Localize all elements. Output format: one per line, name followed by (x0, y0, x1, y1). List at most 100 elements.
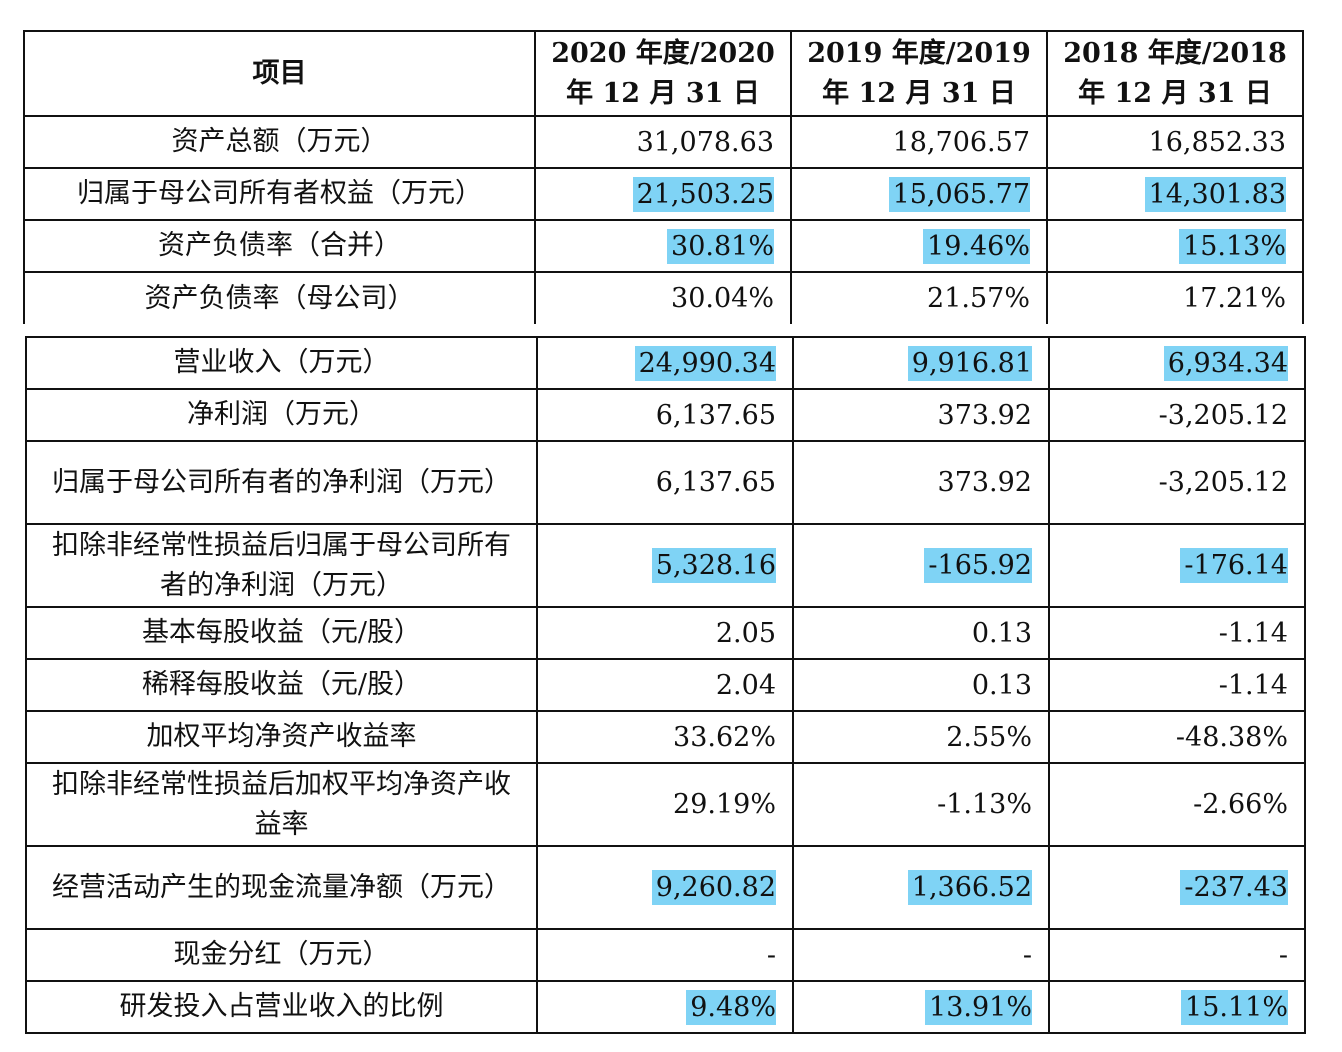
row-value: 19.46% (790, 219, 1048, 273)
table-row: 稀释每股收益（元/股） 2.04 0.13 -1.14 (25, 658, 1306, 712)
value-text: 373.92 (937, 399, 1032, 431)
table-row: 归属于母公司所有者的净利润（万元） 6,137.65 373.92 -3,205.12 (25, 440, 1306, 525)
row-value: 9,916.81 (792, 336, 1050, 390)
value-text: 29.19% (673, 789, 776, 820)
row-value: 373.92 (792, 440, 1050, 525)
row-value: 9,260.82 (536, 845, 794, 930)
row-label: 加权平均净资产收益率 (25, 710, 538, 764)
row-label: 研发投入占营业收入的比例 (25, 980, 538, 1034)
row-label: 现金分红（万元） (25, 928, 538, 982)
row-label: 资产负债率（母公司） (23, 271, 536, 324)
value-text: 2.05 (715, 617, 776, 649)
row-label: 资产总额（万元） (23, 115, 536, 169)
table-row: 资产负债率（合并） 30.81% 19.46% 15.13% (23, 219, 1304, 273)
row-label: 扣除非经常性损益后加权平均净资产收益率 (25, 762, 538, 847)
table-row: 研发投入占营业收入的比例 9.48% 13.91% 15.11% (25, 980, 1306, 1034)
value-text: 9.48% (686, 989, 776, 1025)
value-text: -165.92 (924, 548, 1032, 583)
value-text: - (766, 939, 776, 971)
row-label: 扣除非经常性损益后归属于母公司所有者的净利润（万元） (25, 523, 538, 608)
header-2018: 2018 年度/2018 年 12 月 31 日 (1046, 30, 1304, 117)
row-value: 14,301.83 (1046, 167, 1304, 221)
row-value: -165.92 (792, 523, 1050, 608)
row-value: 21.57% (790, 271, 1048, 324)
value-text: 6,137.65 (655, 467, 776, 498)
table-row: 加权平均净资产收益率 33.62% 2.55% -48.38% (25, 710, 1306, 764)
value-text: 19.46% (923, 228, 1030, 264)
row-value: 2.05 (536, 606, 794, 660)
table-row: 经营活动产生的现金流量净额（万元） 9,260.82 1,366.52 -237.43 (25, 845, 1306, 930)
row-value: 24,990.34 (536, 336, 794, 390)
value-text: 1,366.52 (907, 870, 1032, 905)
table-row: 归属于母公司所有者权益（万元） 21,503.25 15,065.77 14,301.… (23, 167, 1304, 221)
row-value: - (536, 928, 794, 982)
value-text: 31,078.63 (636, 126, 774, 158)
row-value: 13.91% (792, 980, 1050, 1034)
value-text: 0.13 (971, 669, 1032, 701)
row-label: 资产负债率（合并） (23, 219, 536, 273)
table-row: 扣除非经常性损益后归属于母公司所有者的净利润（万元） 5,328.16 -165.9… (25, 523, 1306, 608)
value-text: 0.13 (971, 617, 1032, 649)
value-text: 14,301.83 (1144, 176, 1286, 212)
row-value: 0.13 (792, 606, 1050, 660)
row-value: 2.55% (792, 710, 1050, 764)
value-text: -3,205.12 (1158, 399, 1288, 431)
row-value: 21,503.25 (534, 167, 792, 221)
row-value: 15.11% (1048, 980, 1306, 1034)
value-text: -3,205.12 (1158, 467, 1288, 498)
row-value: -3,205.12 (1048, 388, 1306, 442)
value-text: 24,990.34 (634, 345, 776, 381)
value-text: 6,137.65 (655, 399, 776, 431)
row-value: 0.13 (792, 658, 1050, 712)
value-text: -48.38% (1175, 721, 1288, 753)
row-value: -1.14 (1048, 606, 1306, 660)
table-row: 资产负债率（母公司） 30.04% 21.57% 17.21% (23, 271, 1304, 324)
row-label: 稀释每股收益（元/股） (25, 658, 538, 712)
row-value: 18,706.57 (790, 115, 1048, 169)
financial-table-balance: 项目 2020 年度/2020 年 12 月 31 日 2019 年度/2019… (23, 30, 1304, 324)
row-value: 2.04 (536, 658, 794, 712)
row-label: 净利润（万元） (25, 388, 538, 442)
value-text: 30.81% (667, 228, 774, 264)
value-text: 15.11% (1181, 989, 1288, 1025)
row-value: -48.38% (1048, 710, 1306, 764)
row-value: 6,137.65 (536, 440, 794, 525)
row-value: 17.21% (1046, 271, 1304, 324)
row-value: - (1048, 928, 1306, 982)
value-text: 13.91% (925, 989, 1032, 1025)
row-value: - (792, 928, 1050, 982)
row-value: -1.14 (1048, 658, 1306, 712)
value-text: 373.92 (937, 467, 1032, 498)
table-row: 资产总额（万元） 31,078.63 18,706.57 16,852.33 (23, 115, 1304, 169)
row-value: 33.62% (536, 710, 794, 764)
table-row: 基本每股收益（元/股） 2.05 0.13 -1.14 (25, 606, 1306, 660)
row-value: 6,934.34 (1048, 336, 1306, 390)
value-text: 16,852.33 (1148, 126, 1286, 158)
table-row: 扣除非经常性损益后加权平均净资产收益率 29.19% -1.13% -2.66% (25, 762, 1306, 847)
row-value: -176.14 (1048, 523, 1306, 608)
value-text: 5,328.16 (651, 548, 776, 583)
value-text: -176.14 (1180, 548, 1288, 583)
value-text: 9,916.81 (907, 345, 1032, 381)
row-value: -2.66% (1048, 762, 1306, 847)
header-row: 项目 2020 年度/2020 年 12 月 31 日 2019 年度/2019… (23, 30, 1304, 117)
row-value: 9.48% (536, 980, 794, 1034)
row-value: 29.19% (536, 762, 794, 847)
value-text: -237.43 (1180, 870, 1288, 905)
value-text: 21,503.25 (632, 176, 774, 212)
row-value: 15.13% (1046, 219, 1304, 273)
row-value: -1.13% (792, 762, 1050, 847)
value-text: 30.04% (671, 283, 774, 314)
row-value: 15,065.77 (790, 167, 1048, 221)
row-value: 31,078.63 (534, 115, 792, 169)
value-text: 15.13% (1179, 228, 1286, 264)
value-text: 18,706.57 (892, 126, 1030, 158)
value-text: 21.57% (927, 283, 1030, 314)
row-value: -237.43 (1048, 845, 1306, 930)
row-value: 373.92 (792, 388, 1050, 442)
value-text: -1.13% (937, 789, 1032, 820)
row-value: 16,852.33 (1046, 115, 1304, 169)
row-label: 营业收入（万元） (25, 336, 538, 390)
value-text: 15,065.77 (888, 176, 1030, 212)
value-text: - (1278, 939, 1288, 971)
